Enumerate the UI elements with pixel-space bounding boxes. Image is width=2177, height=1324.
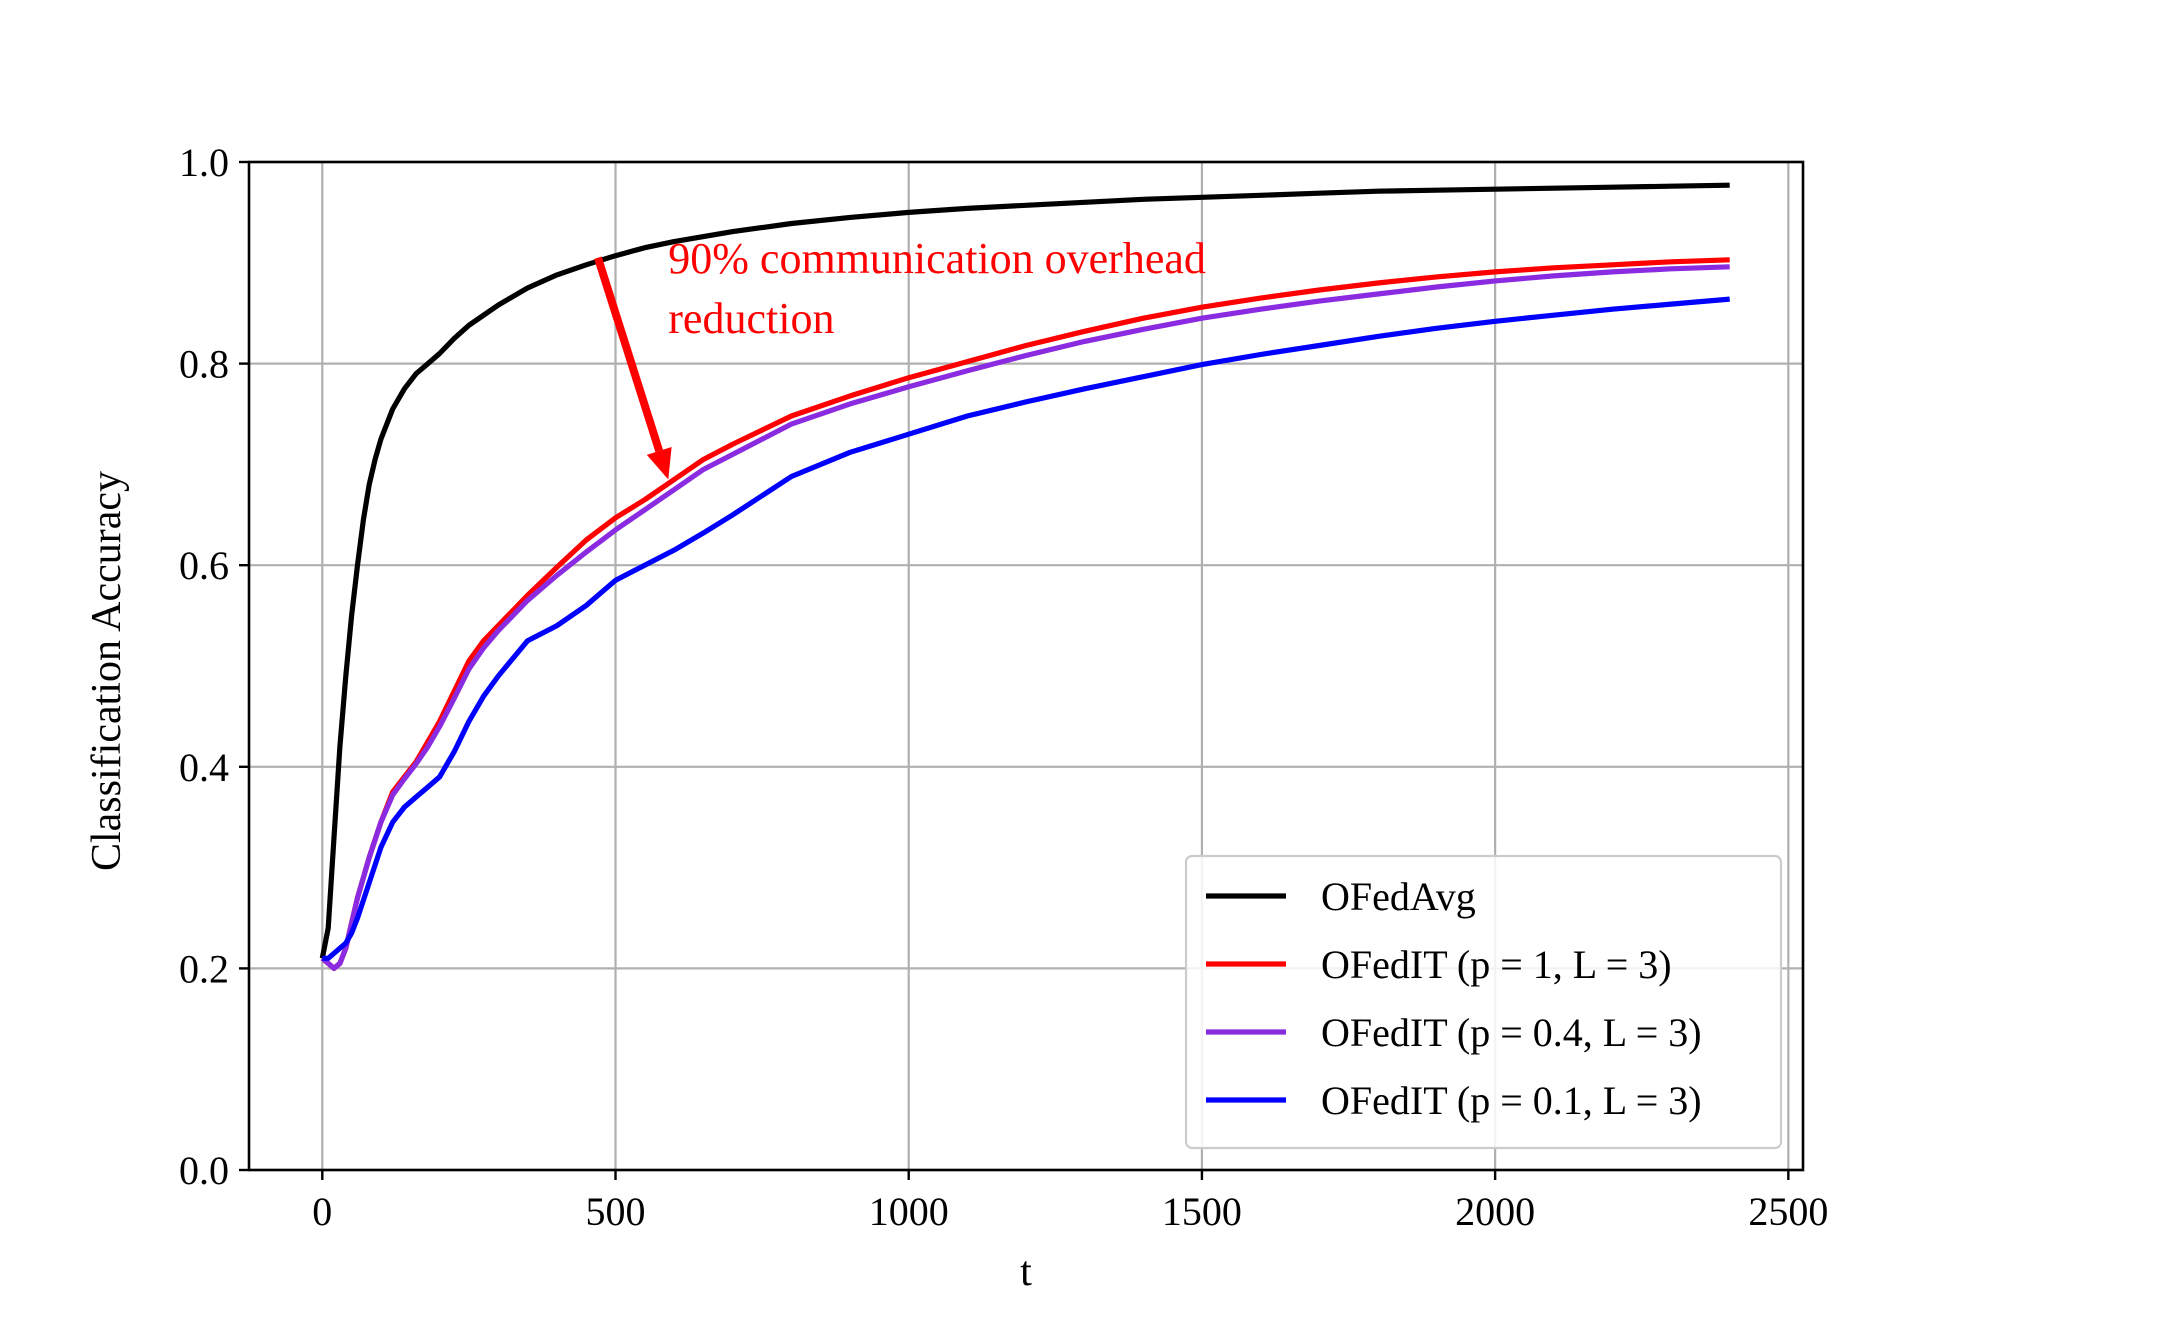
annotation: 90% communication overhead reduction xyxy=(594,234,1206,480)
y-tick-label: 0.2 xyxy=(179,946,229,991)
series-line-1 xyxy=(319,182,1730,959)
series-layer xyxy=(319,182,1730,972)
series-line-3 xyxy=(320,264,1730,972)
x-axis-label: t xyxy=(1020,1249,1032,1295)
legend-label-1: OFedAvg xyxy=(1321,874,1476,919)
legend-box xyxy=(1184,854,1783,1150)
series-line-4 xyxy=(322,296,1730,961)
y-tick-label: 0.4 xyxy=(179,745,229,790)
x-tick-label: 1000 xyxy=(869,1189,949,1234)
legend: OFedAvg OFedIT (p = 1, L = 3) OFedIT (p = … xyxy=(1184,854,1783,1150)
annotation-text-line: reduction xyxy=(668,294,834,343)
annotation-arrow-shaft xyxy=(594,256,664,453)
x-tick-label: 1500 xyxy=(1162,1189,1242,1234)
axis-ticks: 0 500 1000 1500 2000 2500 0.0 0.2 0.4 0.6 0.8 1.0 xyxy=(179,140,1828,1234)
legend-label-4: OFedIT (p = 0.1, L = 3) xyxy=(1321,1078,1702,1123)
x-tick-label: 500 xyxy=(586,1189,646,1234)
y-tick-label: 1.0 xyxy=(179,140,229,185)
legend-label-2: OFedIT (p = 1, L = 3) xyxy=(1321,942,1672,987)
x-tick-label: 2500 xyxy=(1748,1189,1828,1234)
annotation-text-line: 90% communication overhead xyxy=(668,234,1206,283)
x-tick-label: 2000 xyxy=(1455,1189,1535,1234)
y-axis-label: Classification Accuracy xyxy=(84,471,130,871)
y-tick-label: 0.8 xyxy=(179,342,229,387)
y-tick-label: 0.0 xyxy=(179,1148,229,1193)
legend-label-3: OFedIT (p = 0.4, L = 3) xyxy=(1321,1010,1702,1055)
x-tick-label: 0 xyxy=(312,1189,332,1234)
y-tick-label: 0.6 xyxy=(179,543,229,588)
annotation-arrow-head xyxy=(646,446,672,480)
plot-frame xyxy=(247,160,1805,1172)
